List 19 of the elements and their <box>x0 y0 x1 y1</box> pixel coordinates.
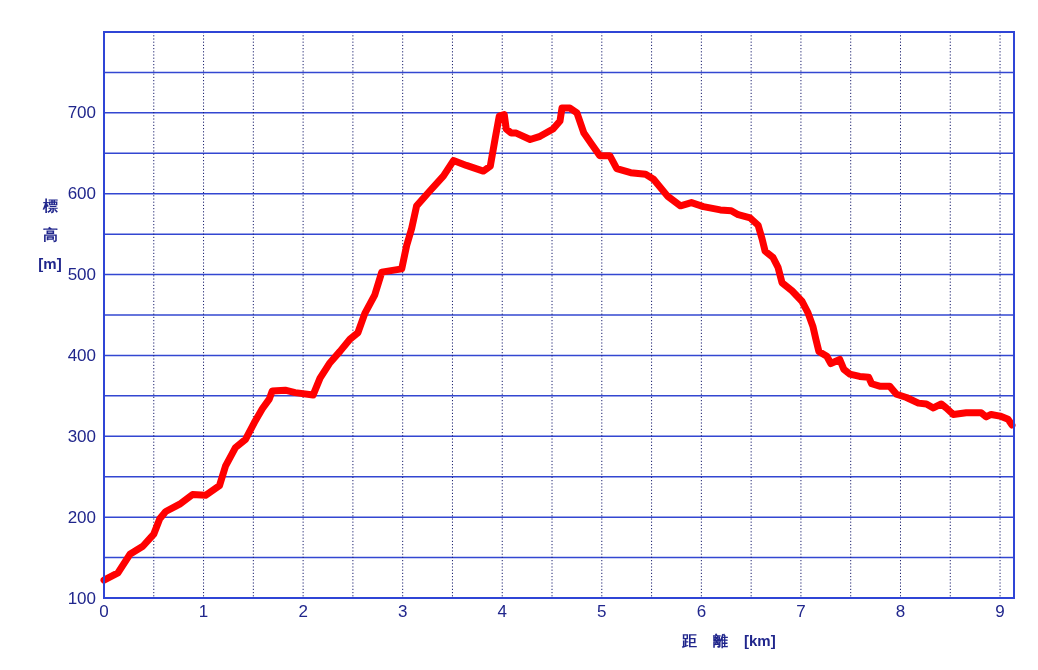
x-tick-label: 6 <box>696 602 707 621</box>
x-tick-label: 9 <box>995 602 1005 621</box>
y-tick-label: 200 <box>67 507 96 527</box>
y-tick-label: 300 <box>67 426 96 446</box>
y-tick-label: 100 <box>67 588 96 608</box>
y-tick-label: 600 <box>67 184 96 204</box>
x-tick-label: 5 <box>597 602 607 621</box>
y-tick-label: 500 <box>67 265 96 285</box>
x-tick-label: 2 <box>298 602 308 621</box>
y-tick-label: 400 <box>67 345 96 365</box>
x-tick-label: 1 <box>198 602 209 621</box>
x-tick-label: 0 <box>99 602 109 621</box>
y-tick-label: 700 <box>67 103 96 123</box>
x-axis-title: 距 離 [km] <box>681 632 776 649</box>
x-tick-label: 8 <box>895 602 906 621</box>
y-axis-title: 標高 [m] <box>38 197 62 272</box>
x-tick-label: 4 <box>497 602 507 621</box>
x-tick-label: 7 <box>796 602 806 621</box>
x-tick-label: 3 <box>397 602 408 621</box>
